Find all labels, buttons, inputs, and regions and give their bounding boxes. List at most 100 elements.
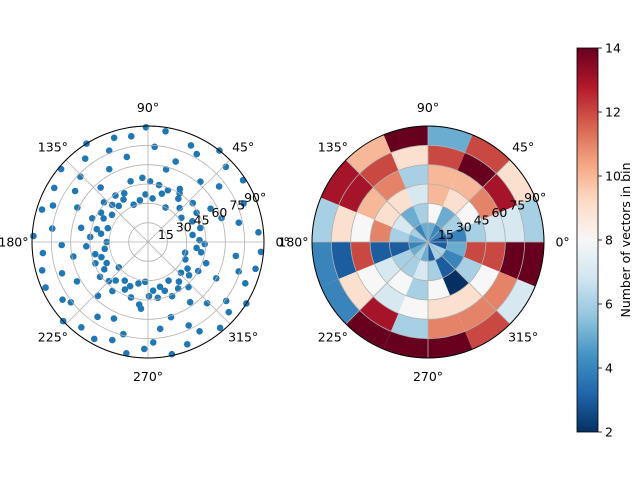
scatter-point bbox=[98, 253, 105, 261]
histogram-bin bbox=[400, 206, 421, 229]
scatter-point bbox=[110, 315, 118, 322]
histogram-bin bbox=[428, 203, 443, 225]
scatter-point bbox=[141, 278, 149, 286]
r-tick-label: 45 bbox=[194, 212, 210, 227]
histogram-bin bbox=[455, 200, 482, 228]
histogram-bin bbox=[331, 242, 357, 279]
histogram-bin bbox=[414, 224, 428, 242]
histogram-bin bbox=[359, 152, 399, 188]
polar-scatter-axes: 0°45°90°135°180°225°270°315° 15 30 45 60 759… bbox=[0, 100, 290, 384]
histogram-bin bbox=[482, 271, 518, 311]
scatter-point bbox=[154, 294, 162, 302]
scatter-point bbox=[189, 231, 196, 239]
histogram-bin bbox=[435, 206, 456, 229]
histogram-bin bbox=[389, 242, 411, 257]
scatter-point bbox=[97, 230, 105, 238]
histogram-bin bbox=[374, 200, 401, 228]
scatter-point bbox=[126, 282, 134, 290]
r-tick-label: 30 bbox=[176, 220, 192, 235]
histogram-bin bbox=[428, 259, 443, 281]
scatter-point bbox=[207, 205, 214, 213]
scatter-point bbox=[222, 163, 230, 171]
theta-tick-label: 90° bbox=[137, 100, 159, 115]
scatter-point bbox=[127, 177, 134, 185]
theta-grid-line bbox=[427, 241, 511, 325]
histogram-bin bbox=[392, 249, 415, 270]
scatter-point bbox=[30, 232, 37, 240]
histogram-bin bbox=[386, 188, 414, 215]
theta-tick-label: 0° bbox=[555, 235, 569, 250]
histogram-bin bbox=[442, 269, 470, 296]
histogram-bin bbox=[428, 234, 448, 242]
scatter-point bbox=[97, 184, 104, 191]
scatter-point bbox=[162, 166, 170, 173]
scatter-point bbox=[120, 196, 127, 203]
scatter-point bbox=[110, 134, 118, 142]
scatter-point bbox=[81, 155, 89, 162]
scatter-point bbox=[255, 229, 262, 236]
scatter-point bbox=[177, 269, 185, 277]
histogram-bin bbox=[356, 264, 387, 297]
r-tick-label: 90° bbox=[524, 190, 546, 205]
scatter-point bbox=[135, 301, 143, 308]
histogram-bin bbox=[455, 256, 482, 284]
scatter-point bbox=[161, 287, 169, 295]
colorbar-tick-label: 4 bbox=[605, 361, 613, 376]
histogram-bin bbox=[445, 227, 467, 242]
histogram-bin bbox=[428, 145, 465, 171]
histogram-bin bbox=[373, 283, 406, 314]
colorbar-label: Number of vectors in bin bbox=[618, 162, 633, 317]
histogram-bin bbox=[413, 259, 428, 281]
scatter-point bbox=[185, 271, 193, 279]
scatter-point bbox=[164, 186, 172, 194]
scatter-point bbox=[142, 191, 149, 198]
scatter-point bbox=[189, 218, 196, 225]
scatter-point bbox=[235, 219, 243, 227]
scatter-point bbox=[100, 266, 108, 273]
histogram-bin bbox=[338, 173, 374, 213]
theta-tick-label: 315° bbox=[508, 330, 538, 345]
scatter-point bbox=[225, 308, 233, 316]
theta-tick-label: 270° bbox=[133, 369, 163, 384]
scatter-point bbox=[197, 178, 204, 185]
scatter-point bbox=[172, 158, 179, 165]
theta-tick-label: 225° bbox=[318, 330, 348, 345]
scatter-point bbox=[139, 174, 146, 182]
theta-tick-label: 135° bbox=[318, 139, 348, 154]
r-tick-label: 60 bbox=[491, 205, 507, 220]
scatter-point bbox=[127, 133, 135, 140]
histogram-bin bbox=[441, 214, 464, 235]
scatter-point bbox=[232, 252, 240, 260]
scatter-point bbox=[74, 204, 81, 211]
scatter-point bbox=[38, 206, 46, 213]
scatter-point bbox=[257, 248, 265, 256]
scatter-point bbox=[168, 292, 176, 300]
histogram-bin bbox=[414, 242, 428, 260]
scatter-point bbox=[175, 195, 182, 203]
scatter-point bbox=[90, 335, 98, 343]
theta-tick-label: 0° bbox=[275, 235, 289, 250]
histogram-bin bbox=[369, 242, 393, 265]
scatter-point bbox=[92, 259, 99, 267]
histogram-bin bbox=[391, 145, 428, 171]
r-tick-label: 75 bbox=[229, 198, 245, 213]
scatter-point bbox=[97, 209, 105, 216]
scatter-point bbox=[216, 324, 224, 332]
scatter-point bbox=[165, 277, 172, 284]
scatter-point bbox=[135, 280, 142, 287]
scatter-point bbox=[140, 345, 148, 353]
histogram-bin bbox=[428, 164, 458, 189]
histogram-bin bbox=[496, 278, 536, 325]
scatter-point bbox=[108, 211, 116, 219]
histogram-bin bbox=[331, 205, 357, 242]
theta-tick-labels: 0° 45° 90° 135° 180° 225° 270° 315° bbox=[0, 100, 290, 384]
theta-grid-line bbox=[345, 241, 429, 325]
scatter-point bbox=[197, 249, 205, 256]
polar-frame bbox=[311, 125, 545, 359]
scatter-point bbox=[193, 244, 200, 252]
scatter-point bbox=[104, 224, 112, 232]
histogram-bin bbox=[369, 219, 393, 242]
histogram-bin bbox=[428, 242, 446, 256]
r-tick-label: 15 bbox=[158, 227, 174, 242]
